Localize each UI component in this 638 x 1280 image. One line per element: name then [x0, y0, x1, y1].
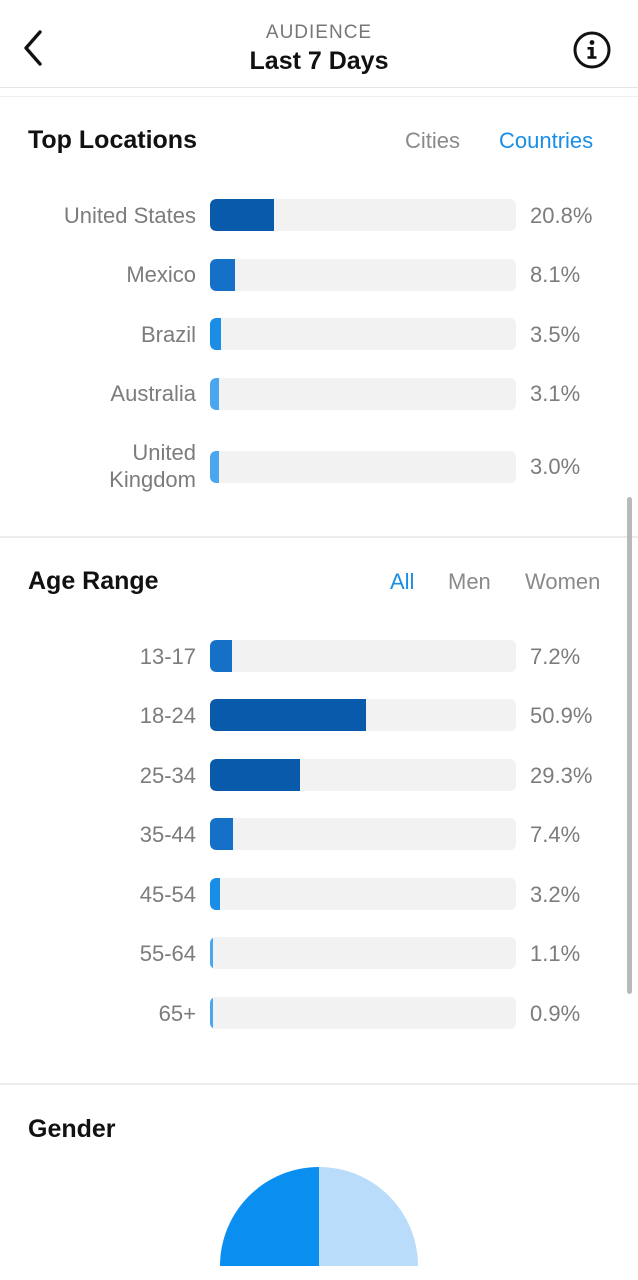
- gender-chart: [220, 1167, 418, 1266]
- age-bar-track: [210, 640, 516, 672]
- location-label: Australia: [110, 381, 196, 406]
- age-bar-track: [210, 937, 516, 969]
- age-bar-fill: [210, 997, 213, 1029]
- section-divider: [0, 536, 638, 538]
- location-bar-fill: [210, 259, 235, 291]
- tab-countries[interactable]: Countries: [499, 128, 594, 153]
- header-subtitle: AUDIENCE: [265, 22, 373, 43]
- location-bar-fill: [210, 318, 221, 350]
- header-divider-secondary: [0, 96, 638, 97]
- age-label: 13-17: [139, 644, 196, 669]
- location-value: 3.1%: [530, 381, 581, 406]
- age-label: 55-64: [139, 941, 196, 966]
- age-label: 35-44: [139, 822, 196, 847]
- age-bar-track: [210, 997, 516, 1029]
- age-range-title: Age Range: [28, 567, 159, 595]
- age-value: 29.3%: [530, 763, 593, 788]
- age-value: 7.4%: [530, 822, 581, 847]
- age-value: 50.9%: [530, 703, 593, 728]
- header: AUDIENCE Last 7 Days: [0, 0, 638, 97]
- tab-cities[interactable]: Cities: [405, 128, 461, 153]
- location-value: 8.1%: [530, 262, 581, 287]
- location-bar-fill: [210, 199, 274, 231]
- gender-slice-secondary: [319, 1167, 418, 1266]
- age-bar-fill: [210, 759, 300, 791]
- location-value: 3.0%: [530, 454, 581, 479]
- info-button[interactable]: [572, 30, 612, 70]
- age-bar-fill: [210, 699, 366, 731]
- scrollbar[interactable]: [627, 497, 632, 994]
- location-label: Mexico: [126, 262, 196, 287]
- location-label: United Kingdom: [109, 440, 196, 492]
- age-value: 1.1%: [530, 941, 581, 966]
- location-bar-track: [210, 378, 516, 410]
- gender-slice-primary: [220, 1167, 319, 1266]
- age-label: 45-54: [139, 882, 196, 907]
- age-label: 18-24: [139, 703, 196, 728]
- age-value: 0.9%: [530, 1001, 581, 1026]
- age-value: 3.2%: [530, 882, 581, 907]
- location-label: Brazil: [140, 322, 196, 347]
- location-bar-fill: [210, 378, 220, 410]
- age-bar-fill: [210, 878, 220, 910]
- age-bar-fill: [210, 640, 233, 672]
- location-bar-track: [210, 451, 516, 483]
- gender-title: Gender: [28, 1115, 116, 1143]
- age-label: 25-34: [139, 763, 196, 788]
- location-bar-fill: [210, 451, 220, 483]
- location-bar-track: [210, 199, 516, 231]
- tab-men[interactable]: Men: [448, 569, 491, 594]
- location-bar-track: [210, 259, 516, 291]
- top-locations-title: Top Locations: [28, 126, 197, 154]
- info-icon: [573, 31, 611, 69]
- age-bar-track: [210, 699, 516, 731]
- age-label: 65+: [158, 1001, 196, 1026]
- location-value: 20.8%: [530, 203, 593, 228]
- location-value: 3.5%: [530, 322, 581, 347]
- age-bar-track: [210, 878, 516, 910]
- age-value: 7.2%: [530, 644, 581, 669]
- age-bar-fill: [210, 937, 214, 969]
- age-bar-track: [210, 818, 516, 850]
- location-label: United States: [63, 203, 196, 228]
- age-bar-fill: [210, 818, 233, 850]
- section-divider: [0, 1083, 638, 1085]
- header-divider: [0, 87, 638, 88]
- tab-all[interactable]: All: [390, 569, 415, 594]
- page-title: Last 7 Days: [249, 47, 389, 75]
- back-button[interactable]: [20, 26, 52, 70]
- chevron-left-icon: [24, 30, 42, 66]
- age-bar-track: [210, 759, 516, 791]
- location-bar-track: [210, 318, 516, 350]
- tab-women[interactable]: Women: [525, 569, 601, 594]
